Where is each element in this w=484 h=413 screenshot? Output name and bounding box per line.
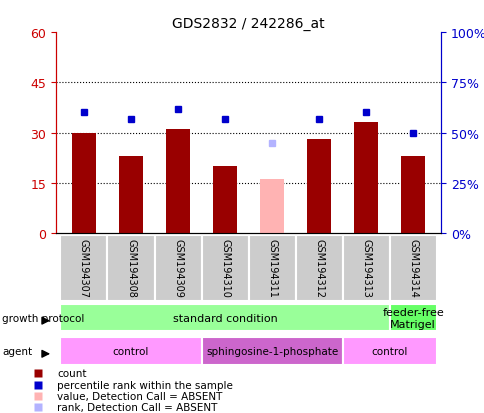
Bar bbox=[389, 304, 436, 332]
Bar bbox=[260, 180, 283, 233]
Text: percentile rank within the sample: percentile rank within the sample bbox=[57, 380, 233, 389]
Bar bbox=[307, 140, 330, 233]
Bar bbox=[60, 337, 201, 365]
Text: value, Detection Call = ABSENT: value, Detection Call = ABSENT bbox=[57, 391, 222, 401]
Text: control: control bbox=[371, 346, 407, 356]
Bar bbox=[166, 130, 189, 233]
Text: rank, Detection Call = ABSENT: rank, Detection Call = ABSENT bbox=[57, 402, 217, 412]
Bar bbox=[295, 235, 342, 301]
Bar bbox=[213, 166, 236, 233]
Bar bbox=[119, 157, 142, 233]
Text: feeder-free
Matrigel: feeder-free Matrigel bbox=[381, 307, 443, 329]
Bar bbox=[389, 235, 436, 301]
Text: control: control bbox=[113, 346, 149, 356]
Bar bbox=[154, 235, 201, 301]
Text: GSM194312: GSM194312 bbox=[314, 239, 323, 298]
Text: standard condition: standard condition bbox=[172, 313, 277, 323]
Text: GSM194310: GSM194310 bbox=[220, 239, 229, 297]
Text: count: count bbox=[57, 368, 87, 378]
Text: agent: agent bbox=[2, 346, 32, 356]
Text: GSM194309: GSM194309 bbox=[173, 239, 182, 297]
Bar bbox=[201, 235, 248, 301]
Text: GSM194308: GSM194308 bbox=[126, 239, 136, 297]
Bar bbox=[342, 235, 389, 301]
Text: sphingosine-1-phosphate: sphingosine-1-phosphate bbox=[206, 346, 337, 356]
Bar bbox=[60, 304, 389, 332]
Bar bbox=[72, 133, 95, 233]
Bar bbox=[60, 235, 107, 301]
Text: GSM194307: GSM194307 bbox=[79, 239, 89, 298]
Text: GSM194311: GSM194311 bbox=[267, 239, 276, 297]
Bar bbox=[201, 337, 342, 365]
Text: growth protocol: growth protocol bbox=[2, 313, 85, 323]
Bar bbox=[248, 235, 295, 301]
Bar bbox=[107, 235, 154, 301]
Text: GSM194313: GSM194313 bbox=[361, 239, 370, 297]
Text: GSM194314: GSM194314 bbox=[408, 239, 417, 297]
Bar bbox=[342, 337, 436, 365]
Bar bbox=[354, 123, 377, 233]
Bar bbox=[401, 157, 424, 233]
Title: GDS2832 / 242286_at: GDS2832 / 242286_at bbox=[172, 17, 324, 31]
